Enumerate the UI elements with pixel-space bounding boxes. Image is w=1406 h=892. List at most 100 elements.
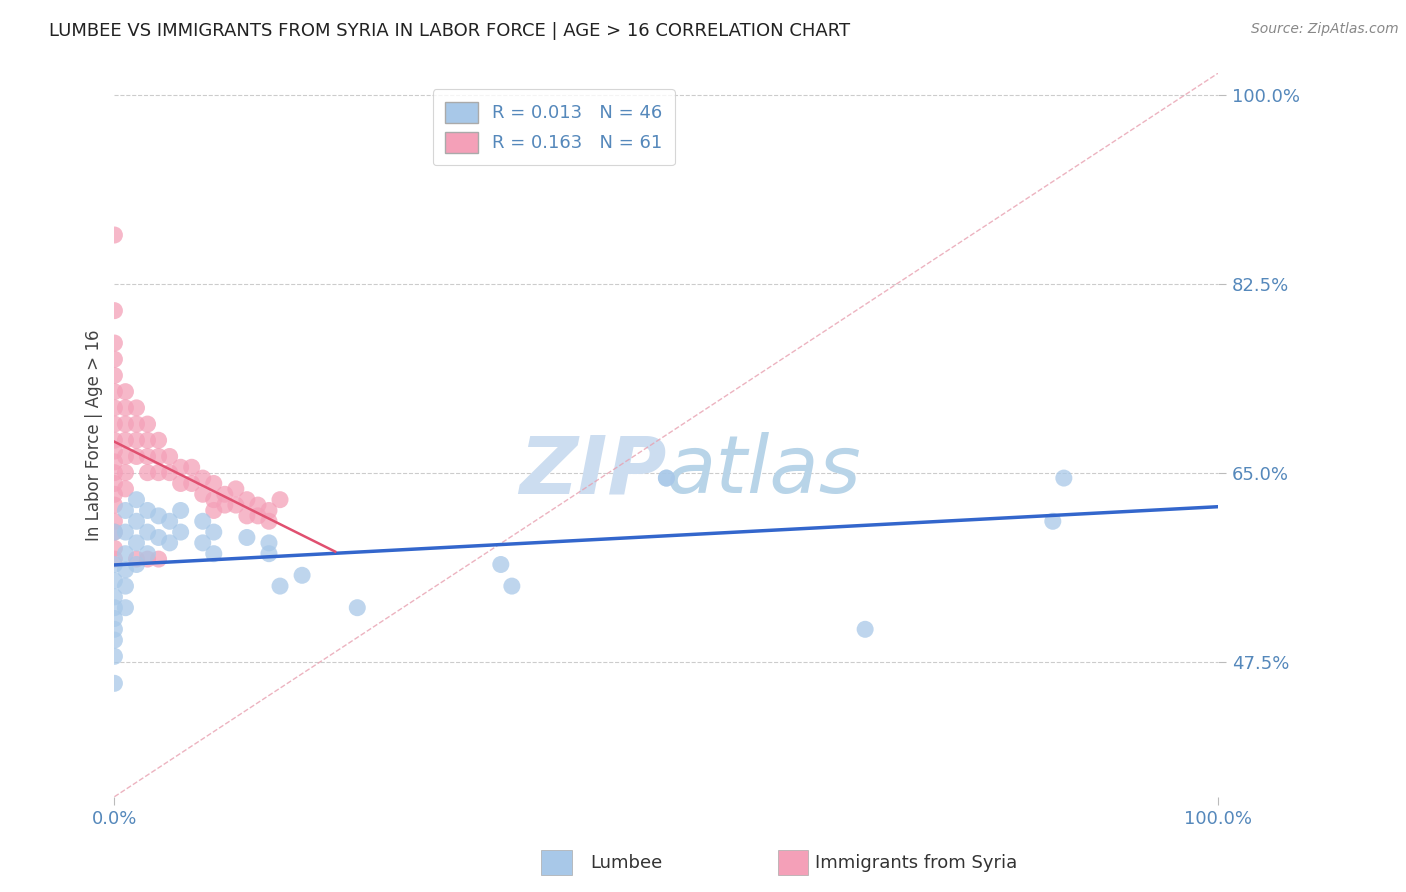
- Point: [148, 466, 170, 480]
- Point: [103, 623, 125, 637]
- Point: [125, 558, 148, 572]
- Point: [103, 525, 125, 540]
- Point: [103, 434, 125, 448]
- Point: [202, 492, 225, 507]
- Point: [103, 649, 125, 664]
- Point: [103, 525, 125, 540]
- Point: [159, 466, 181, 480]
- Point: [114, 384, 136, 399]
- Point: [202, 525, 225, 540]
- Point: [655, 471, 678, 485]
- Point: [125, 401, 148, 415]
- Point: [257, 514, 280, 528]
- Point: [225, 498, 247, 512]
- Point: [125, 417, 148, 431]
- Point: [103, 590, 125, 604]
- Point: [136, 503, 159, 517]
- Point: [236, 492, 259, 507]
- Point: [103, 676, 125, 690]
- Point: [103, 552, 125, 566]
- Point: [214, 487, 236, 501]
- Point: [114, 579, 136, 593]
- Point: [103, 368, 125, 383]
- Point: [159, 514, 181, 528]
- Point: [159, 450, 181, 464]
- Point: [191, 536, 214, 550]
- Point: [103, 633, 125, 648]
- Point: [136, 552, 159, 566]
- Point: [148, 450, 170, 464]
- Point: [103, 384, 125, 399]
- Point: [114, 525, 136, 540]
- Point: [103, 336, 125, 351]
- Point: [225, 482, 247, 496]
- Point: [125, 450, 148, 464]
- Point: [114, 401, 136, 415]
- Text: Source: ZipAtlas.com: Source: ZipAtlas.com: [1251, 22, 1399, 37]
- Point: [114, 482, 136, 496]
- Point: [291, 568, 314, 582]
- Point: [103, 455, 125, 469]
- Text: atlas: atlas: [666, 432, 860, 510]
- Point: [169, 525, 191, 540]
- Point: [114, 547, 136, 561]
- Point: [246, 498, 269, 512]
- Point: [159, 536, 181, 550]
- Y-axis label: In Labor Force | Age > 16: In Labor Force | Age > 16: [86, 329, 103, 541]
- Point: [103, 476, 125, 491]
- Point: [114, 600, 136, 615]
- Point: [103, 303, 125, 318]
- Point: [269, 579, 291, 593]
- Point: [180, 460, 202, 475]
- Point: [125, 514, 148, 528]
- Point: [125, 434, 148, 448]
- Point: [125, 492, 148, 507]
- Point: [114, 563, 136, 577]
- Point: [202, 503, 225, 517]
- Point: [114, 450, 136, 464]
- Point: [236, 531, 259, 545]
- Point: [346, 600, 368, 615]
- Point: [103, 352, 125, 367]
- Point: [103, 558, 125, 572]
- Point: [202, 476, 225, 491]
- Point: [103, 541, 125, 556]
- Text: Lumbee: Lumbee: [591, 855, 662, 872]
- Point: [136, 417, 159, 431]
- Point: [169, 460, 191, 475]
- Point: [180, 476, 202, 491]
- Point: [103, 498, 125, 512]
- Point: [148, 552, 170, 566]
- Point: [169, 476, 191, 491]
- Point: [114, 434, 136, 448]
- Point: [655, 471, 678, 485]
- Point: [191, 514, 214, 528]
- Point: [269, 492, 291, 507]
- Point: [148, 508, 170, 523]
- Point: [853, 623, 876, 637]
- Point: [103, 574, 125, 588]
- Point: [501, 579, 523, 593]
- Point: [257, 503, 280, 517]
- Point: [103, 401, 125, 415]
- Point: [257, 536, 280, 550]
- Point: [103, 227, 125, 242]
- Point: [246, 508, 269, 523]
- Point: [125, 552, 148, 566]
- Point: [236, 508, 259, 523]
- Point: [103, 466, 125, 480]
- Point: [191, 471, 214, 485]
- Point: [1053, 471, 1076, 485]
- Text: Immigrants from Syria: Immigrants from Syria: [815, 855, 1018, 872]
- Text: ZIP: ZIP: [519, 432, 666, 510]
- Point: [114, 417, 136, 431]
- Point: [103, 444, 125, 458]
- Point: [103, 611, 125, 625]
- Point: [148, 531, 170, 545]
- Point: [103, 600, 125, 615]
- Point: [136, 547, 159, 561]
- Point: [103, 487, 125, 501]
- Text: LUMBEE VS IMMIGRANTS FROM SYRIA IN LABOR FORCE | AGE > 16 CORRELATION CHART: LUMBEE VS IMMIGRANTS FROM SYRIA IN LABOR…: [49, 22, 851, 40]
- Point: [103, 417, 125, 431]
- Point: [136, 434, 159, 448]
